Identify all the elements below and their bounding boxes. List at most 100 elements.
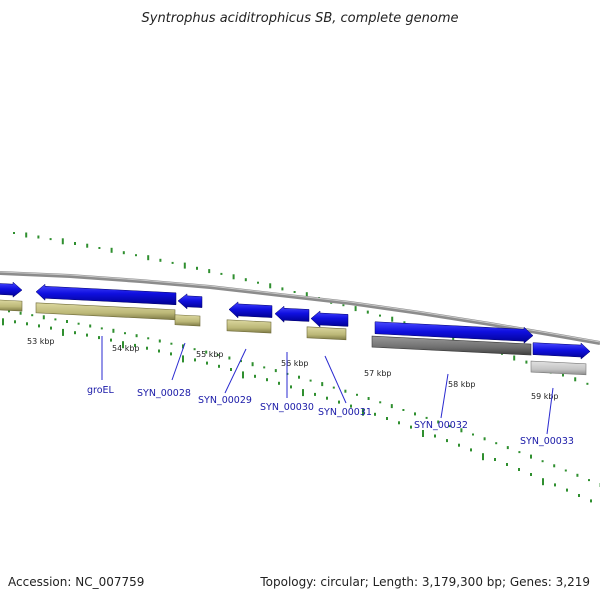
- cds-feature-arrow: [274, 305, 310, 323]
- scale-tick: [194, 358, 196, 362]
- gc-tick: [460, 428, 463, 433]
- scale-tick: [446, 439, 448, 443]
- gc-tick: [263, 366, 266, 369]
- scale-tick: [134, 343, 136, 347]
- gc-tick: [448, 425, 451, 428]
- feature-track: [0, 281, 591, 376]
- gene-leader-line: [324, 355, 347, 404]
- gene-leader-line: [171, 342, 186, 381]
- gc-tick: [518, 451, 521, 454]
- scale-tick: [38, 324, 40, 328]
- gc-tick: [208, 269, 211, 274]
- gc-tick: [171, 261, 174, 264]
- gc-tick: [112, 328, 115, 333]
- gc-tick: [89, 324, 92, 328]
- gc-tick: [193, 348, 196, 351]
- gc-tick: [530, 454, 532, 459]
- gc-tick: [414, 412, 416, 416]
- scale-tick: [422, 430, 424, 437]
- gc-tick: [586, 382, 589, 385]
- scale-tick: [518, 468, 520, 471]
- gc-tick: [513, 355, 516, 361]
- scale-tick: [302, 389, 304, 397]
- gene-label: SYN_00032: [414, 420, 468, 431]
- gc-tick: [562, 373, 564, 377]
- gene-label: groEL: [87, 385, 115, 396]
- gc-tick: [321, 382, 324, 387]
- gc-tick: [182, 344, 184, 349]
- scale-tick: [122, 341, 124, 349]
- gc-tick: [158, 339, 161, 343]
- gc-tick: [483, 437, 486, 441]
- scale-label: 55 kbp: [196, 350, 224, 359]
- scale-tick: [86, 333, 88, 337]
- scale-tick: [290, 385, 292, 389]
- gene-label: SYN_00028: [137, 388, 191, 399]
- scale-label: 58 kbp: [448, 380, 476, 389]
- gc-tick: [42, 315, 45, 320]
- scale-tick: [470, 448, 472, 452]
- gc-tick: [54, 318, 57, 321]
- gc-tick: [135, 254, 137, 257]
- gene-feature-box: [306, 326, 347, 341]
- gc-tick: [495, 442, 498, 445]
- scale-tick: [2, 318, 4, 326]
- gc-tick: [77, 322, 80, 325]
- scale-tick: [386, 417, 388, 420]
- gene-feature-box: [530, 360, 587, 376]
- scale-track: 53 kbp 54 kbp 55 kbp 56 kbp 57 kbp 58 kbp 59 k…: [2, 318, 592, 503]
- gc-tick: [305, 292, 308, 299]
- gc-tick: [66, 320, 68, 323]
- gc-tick: [251, 362, 254, 367]
- scale-tick: [158, 349, 160, 353]
- gene-feature-box: [226, 319, 272, 334]
- scale-tick: [254, 374, 256, 378]
- scale-tick: [506, 463, 508, 466]
- gc-tick: [124, 332, 126, 335]
- scale-tick: [458, 443, 460, 447]
- topology-summary: Topology: circular; Length: 3,179,300 bp…: [259, 575, 590, 589]
- gc-tick: [135, 334, 138, 338]
- gc-tick: [196, 266, 198, 270]
- scale-tick: [566, 488, 568, 492]
- gc-tick: [588, 479, 590, 482]
- gc-tick: [354, 306, 357, 312]
- scale-tick: [14, 320, 16, 324]
- scale-tick: [530, 473, 532, 476]
- gc-tick: [379, 401, 382, 404]
- gc-tick: [391, 316, 394, 322]
- scale-tick: [74, 331, 76, 335]
- scale-tick: [494, 458, 496, 461]
- gc-tick: [332, 386, 335, 389]
- scale-tick: [50, 326, 52, 330]
- gc-tick: [564, 469, 567, 472]
- gene-label: SYN_00029: [198, 395, 252, 406]
- gc-tick: [574, 377, 577, 382]
- scale-tick: [350, 404, 352, 408]
- scale-label: 56 kbp: [281, 359, 309, 368]
- gc-tick: [390, 404, 393, 409]
- scale-tick: [170, 352, 172, 356]
- gc-tick: [37, 235, 40, 239]
- scale-tick: [266, 378, 268, 382]
- scale-tick: [482, 453, 484, 461]
- scale-tick: [398, 421, 400, 425]
- cds-feature-arrow: [177, 293, 203, 310]
- scale-tick: [314, 392, 316, 396]
- cds-feature-arrow: [532, 342, 591, 360]
- gene-feature-box: [174, 314, 201, 327]
- gene-label: SYN_00033: [520, 436, 574, 447]
- gene-feature-box: [0, 299, 23, 312]
- gc-tick: [506, 446, 509, 450]
- accession-label: Accession: NC_007759: [8, 575, 144, 589]
- scale-label: 59 kbp: [531, 392, 559, 401]
- gc-tick: [228, 356, 231, 360]
- gc-tick: [220, 272, 223, 275]
- scale-tick: [542, 478, 544, 486]
- scale-tick: [554, 483, 556, 487]
- gc-tick: [216, 354, 219, 356]
- gc-tick: [366, 310, 369, 314]
- gc-tick: [110, 247, 113, 253]
- scale-tick: [110, 338, 112, 342]
